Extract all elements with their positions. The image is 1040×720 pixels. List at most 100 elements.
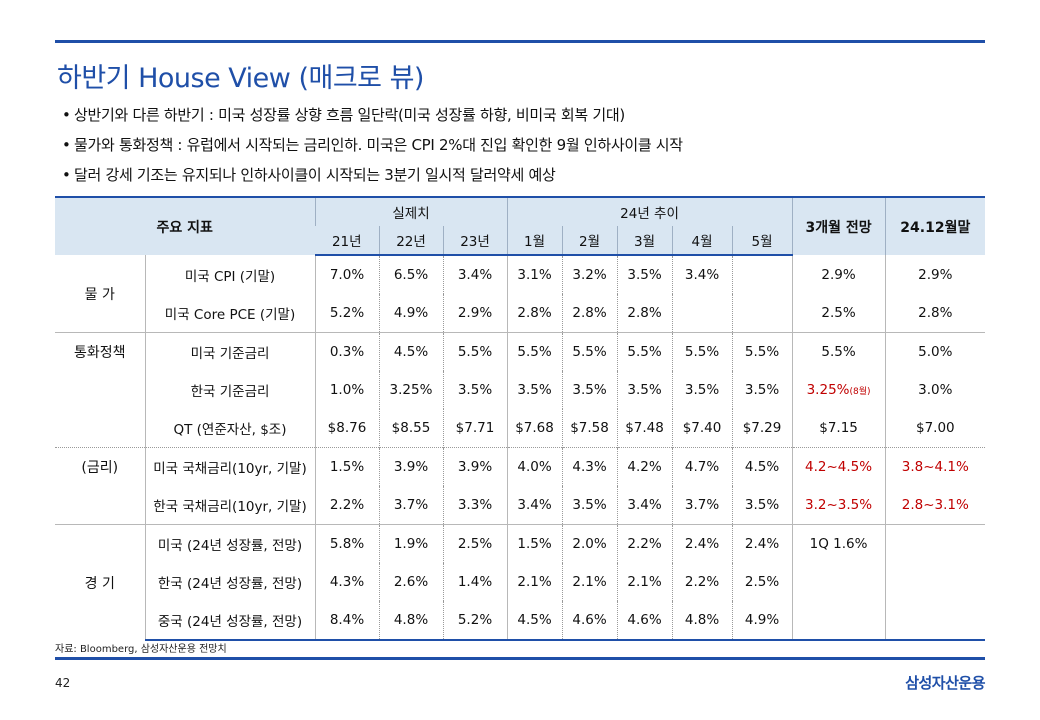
cell-m3: 2.2%	[617, 524, 673, 563]
cell-m1: 3.1%	[507, 255, 563, 294]
cell-m1: 2.1%	[507, 563, 563, 601]
cell-m5: 2.5%	[732, 563, 793, 601]
cell-f3m	[792, 563, 886, 601]
page-number: 42	[55, 676, 71, 690]
cell-f3m: 2.9%	[792, 255, 886, 294]
cell-y22: 6.5%	[379, 255, 444, 294]
cell-ye: 2.8~3.1%	[901, 497, 969, 513]
cell-m5: 4.9%	[732, 601, 793, 641]
row-label: 중국 (24년 성장률, 전망)	[145, 601, 316, 641]
row-label: 미국 CPI (기말)	[145, 255, 316, 294]
cell-m5: $7.29	[732, 409, 793, 448]
cell-f3m: 3.25%(8월)	[792, 371, 886, 409]
row-label: 미국 기준금리	[145, 332, 316, 371]
cell-f3m	[792, 601, 886, 641]
cell-m3: 4.2%	[617, 447, 673, 486]
header-month: 5월	[731, 226, 793, 256]
bullet-list: • 상반기와 다른 하반기 : 미국 성장률 상향 흐름 일단락(미국 성장률 하…	[62, 100, 992, 190]
cell-m2: 4.3%	[562, 447, 618, 486]
table-row: QT (연준자산, $조) $8.76 $8.55 $7.71 $7.68 $7…	[55, 409, 985, 448]
cell-y23: 3.3%	[443, 486, 508, 525]
cell-m4: $7.40	[672, 409, 733, 448]
cell-ye	[885, 601, 986, 641]
indicator-table: 주요 지표 실제치 24년 추이 3개월 전망 24.12월말 21년 22년 …	[55, 196, 986, 641]
table-row: 통화정책 미국 기준금리 0.3% 4.5% 5.5% 5.5% 5.5% 5.…	[55, 332, 986, 371]
bottom-rule	[55, 657, 985, 660]
cell-y22: 4.5%	[379, 332, 444, 371]
cell-m5	[732, 294, 793, 333]
cell-m2: 2.8%	[562, 294, 618, 333]
group-label-price: 물 가	[55, 255, 146, 333]
cell-m3: 3.5%	[617, 255, 673, 294]
cell-m1: 1.5%	[507, 524, 563, 563]
cell-y23: 1.4%	[443, 563, 508, 601]
cell-f3m: 2.5%	[792, 294, 886, 333]
cell-m1: 4.0%	[507, 447, 563, 486]
table-row: 물 가 미국 CPI (기말) 7.0% 6.5% 3.4% 3.1% 3.2%…	[55, 255, 985, 333]
cell-ye: 5.0%	[885, 332, 986, 371]
cell-m3: 5.5%	[617, 332, 673, 371]
cell-y23: 2.9%	[443, 294, 508, 333]
page-title: 하반기 House View (매크로 뷰)	[57, 63, 424, 94]
group-label-empty	[55, 486, 146, 525]
cell-y22: 4.9%	[379, 294, 444, 333]
cell-y23: 2.5%	[443, 524, 508, 563]
cell-ye: $7.00	[915, 420, 955, 436]
cell-m4: 4.7%	[672, 447, 733, 486]
header-month: 4월	[671, 226, 733, 256]
cell-m3: 3.5%	[617, 371, 673, 409]
cell-f3m: 4.2~4.5%	[792, 447, 886, 486]
cell-m4: 5.5%	[672, 332, 733, 371]
cell-m1: 3.4%	[507, 486, 563, 525]
header-row-top: 주요 지표 실제치 24년 추이 3개월 전망 24.12월말	[55, 196, 986, 255]
cell-y21: 4.3%	[315, 563, 380, 601]
cell-y21: $8.76	[315, 409, 380, 448]
group-label-rates: (금리)	[55, 447, 146, 486]
bullet-item: • 물가와 통화정책 : 유럽에서 시작되는 금리인하. 미국은 CPI 2%대 …	[62, 136, 683, 154]
cell-m1: 2.8%	[507, 294, 563, 333]
cell-m5: 3.5%	[732, 486, 793, 525]
header-year: 22년	[378, 226, 443, 256]
row-label: 한국 국채금리(10yr, 기말)	[145, 486, 316, 525]
group-label-empty	[55, 409, 146, 448]
cell-y23: 3.4%	[443, 255, 508, 294]
cell-f3m: $7.15	[792, 409, 886, 448]
header-row-bottom: 21년 22년 23년 1월 2월 3월 4월 5월	[55, 226, 985, 256]
cell-y21: 0.3%	[315, 332, 380, 371]
cell-m1: $7.68	[507, 409, 563, 448]
cell-y21: 1.5%	[315, 447, 380, 486]
cell-m2: 2.0%	[562, 524, 618, 563]
cell-m2: 3.5%	[562, 371, 618, 409]
group-label-economy: 경 기	[55, 524, 146, 640]
cell-m3: 3.4%	[617, 486, 673, 525]
cell-y22: 4.8%	[379, 601, 444, 641]
cell-y21: 8.4%	[315, 601, 380, 641]
header-year: 23년	[442, 226, 508, 256]
cell-y22: 3.7%	[379, 486, 444, 525]
group-label-policy: 통화정책	[55, 332, 146, 371]
cell-m3: 4.6%	[617, 601, 673, 641]
table-row: 미국 Core PCE (기말) 5.2% 4.9% 2.9% 2.8% 2.8…	[55, 294, 985, 333]
header-trend: 24년 추이	[506, 196, 793, 226]
row-label: 미국 Core PCE (기말)	[145, 294, 316, 333]
bullet-item: • 달러 강세 기조는 유지되나 인하사이클이 시작되는 3분기 일시적 달러약세…	[62, 166, 556, 184]
header-month: 3월	[616, 226, 673, 256]
row-label: QT (연준자산, $조)	[145, 409, 316, 448]
header-month: 2월	[561, 226, 618, 256]
cell-m2: 3.2%	[562, 255, 618, 294]
cell-y23: $7.71	[443, 409, 508, 448]
cell-m4	[672, 294, 733, 333]
row-label: 한국 (24년 성장률, 전망)	[145, 563, 316, 601]
cell-y21: 2.2%	[315, 486, 380, 525]
cell-m1: 5.5%	[507, 332, 563, 371]
cell-m3: $7.48	[617, 409, 673, 448]
cell-f3m: 5.5%	[792, 332, 886, 371]
cell-m2: 4.6%	[562, 601, 618, 641]
table-row: 경 기 미국 (24년 성장률, 전망) 5.8% 1.9% 2.5% 1.5%…	[55, 524, 986, 640]
cell-m2: $7.58	[562, 409, 618, 448]
table-row: 한국 국채금리(10yr, 기말) 2.2% 3.7% 3.3% 3.4% 3.…	[55, 486, 985, 525]
cell-f3m-note: (8월)	[849, 387, 871, 397]
cell-y22: 2.6%	[379, 563, 444, 601]
cell-m5: 3.5%	[732, 371, 793, 409]
top-rule	[55, 40, 985, 43]
